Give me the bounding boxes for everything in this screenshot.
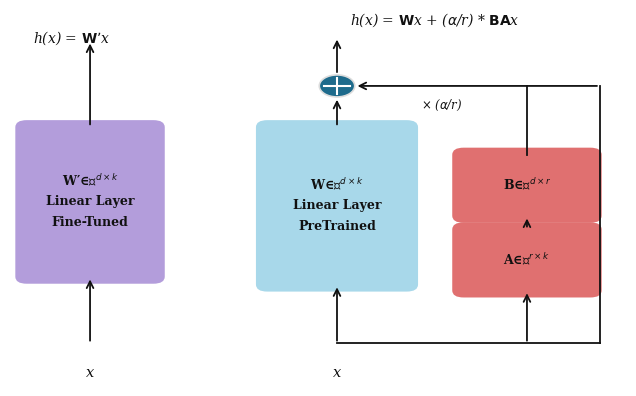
Text: W′∈ℝ$^{d\times k}$: W′∈ℝ$^{d\times k}$: [62, 173, 118, 190]
FancyBboxPatch shape: [15, 120, 165, 284]
Text: PreTrained: PreTrained: [298, 220, 376, 233]
Text: B∈ℝ$^{d\times r}$: B∈ℝ$^{d\times r}$: [502, 177, 551, 193]
Text: h(x) = $\mathbf{W}$’x: h(x) = $\mathbf{W}$’x: [33, 29, 111, 47]
Circle shape: [319, 75, 355, 97]
Text: x: x: [333, 366, 341, 380]
FancyBboxPatch shape: [452, 148, 602, 223]
Text: x: x: [86, 366, 94, 380]
FancyBboxPatch shape: [256, 120, 418, 291]
Text: W∈ℝ$^{d\times k}$: W∈ℝ$^{d\times k}$: [310, 177, 364, 194]
Text: A∈ℝ$^{r\times k}$: A∈ℝ$^{r\times k}$: [504, 252, 551, 268]
Text: Fine-Tuned: Fine-Tuned: [52, 216, 128, 229]
FancyBboxPatch shape: [452, 223, 602, 297]
Text: × ($\alpha$/r): × ($\alpha$/r): [420, 98, 462, 113]
Text: Linear Layer: Linear Layer: [293, 199, 381, 212]
Text: h(x) = $\mathbf{W}$x + ($\alpha$/r) * $\mathbf{B}$$\mathbf{A}$x: h(x) = $\mathbf{W}$x + ($\alpha$/r) * $\…: [350, 11, 520, 29]
Text: Linear Layer: Linear Layer: [46, 196, 134, 208]
